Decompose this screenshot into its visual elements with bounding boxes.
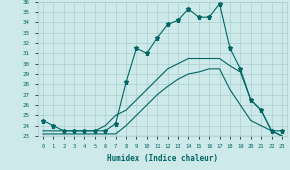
X-axis label: Humidex (Indice chaleur): Humidex (Indice chaleur)	[107, 154, 218, 163]
